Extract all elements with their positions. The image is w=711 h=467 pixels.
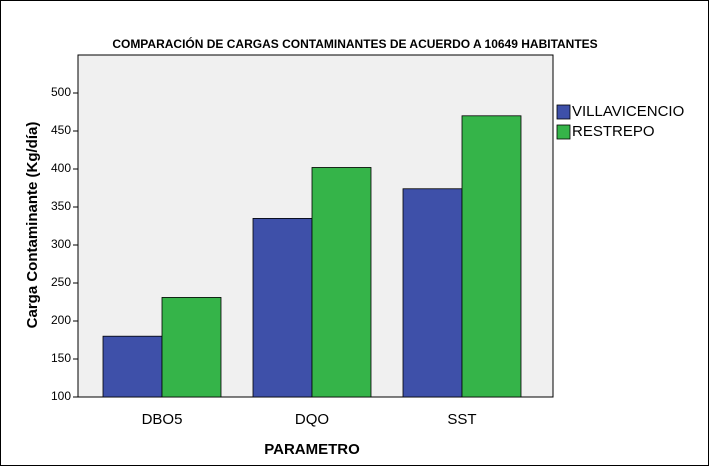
bar: [311, 167, 372, 398]
y-axis-label: Carga Contaminante (Kg/día): [24, 122, 41, 329]
bar: [461, 115, 522, 398]
chart-title: COMPARACIÓN DE CARGAS CONTAMINANTES DE A…: [112, 36, 597, 51]
x-tick-label: SST: [447, 411, 476, 428]
x-tick-label: DBO5: [142, 411, 183, 428]
y-tick-label: 250: [51, 275, 71, 289]
bar: [252, 217, 313, 398]
y-tick-label: 150: [51, 351, 71, 365]
y-tick-label: 500: [51, 85, 71, 99]
y-tick-label: 300: [51, 237, 71, 251]
x-axis-label: PARAMETRO: [264, 441, 360, 458]
y-tick-label: 400: [51, 161, 71, 175]
y-tick-label: 450: [51, 123, 71, 137]
y-tick-label: 350: [51, 199, 71, 213]
y-tick-label: 200: [51, 313, 71, 327]
bar: [161, 297, 222, 398]
bar: [402, 188, 463, 398]
y-tick-label: 100: [51, 389, 71, 403]
legend-swatch: [556, 104, 571, 120]
legend-label: VILLAVICENCIO: [572, 103, 684, 120]
legend-swatch: [556, 124, 571, 140]
legend-label: RESTREPO: [572, 123, 655, 140]
bar: [102, 335, 163, 398]
x-tick-label: DQO: [295, 411, 329, 428]
